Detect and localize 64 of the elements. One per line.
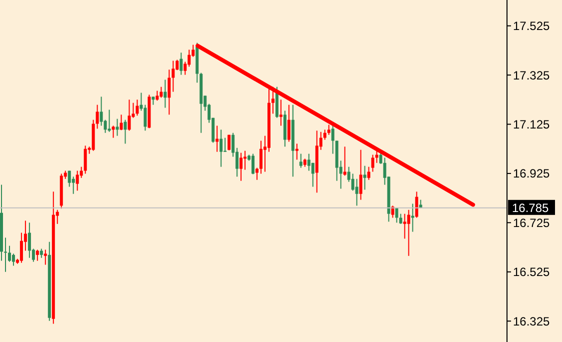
- candlestick: [188, 49, 191, 68]
- candlestick: [100, 96, 103, 126]
- candlestick: [391, 205, 394, 218]
- candlestick: [4, 237, 7, 272]
- y-tick-label: 16.925: [513, 166, 550, 181]
- candlestick: [120, 114, 123, 131]
- candlestick: [164, 79, 167, 108]
- candlestick: [295, 143, 298, 160]
- candlestick: [160, 86, 163, 98]
- candlestick: [156, 90, 159, 102]
- candlestick: [331, 124, 334, 154]
- candlestick: [240, 152, 243, 182]
- candlestick: [68, 170, 71, 188]
- candlestick: [96, 104, 99, 130]
- candlestick: [363, 165, 366, 190]
- y-tick-label: 17.525: [513, 19, 550, 34]
- candlestick: [252, 153, 255, 175]
- candlestick: [307, 153, 310, 172]
- candlestick: [124, 119, 127, 144]
- candlestick: [355, 178, 358, 206]
- candlestick: [84, 145, 87, 174]
- candlestick: [371, 154, 374, 172]
- candlestick: [259, 140, 262, 174]
- candlestick: [12, 253, 15, 266]
- candlestick: [228, 134, 231, 151]
- y-tick-label: 16.725: [513, 216, 550, 230]
- candlestick: [144, 104, 147, 132]
- candlestick: [311, 162, 314, 188]
- candlestick: [399, 213, 402, 224]
- candlestick: [40, 248, 43, 258]
- candlestick: [351, 173, 354, 192]
- y-tick-label: 17.125: [513, 118, 550, 132]
- candlestick: [20, 232, 23, 264]
- candlestick: [8, 245, 11, 262]
- y-tick-label: 16.325: [513, 314, 550, 328]
- candlestick: [367, 166, 370, 180]
- candlestick: [287, 104, 290, 142]
- candlestick: [128, 99, 131, 132]
- candlestick: [36, 249, 39, 262]
- candlestick: [136, 99, 139, 116]
- candlestick: [224, 137, 227, 152]
- candlestick: [172, 60, 175, 92]
- y-tick-label: 16.525: [513, 265, 550, 280]
- candlestick: [116, 118, 119, 136]
- candlestick: [343, 146, 346, 176]
- candlestick: [180, 52, 183, 76]
- candlestick: [299, 153, 302, 168]
- candlestick: [28, 222, 31, 258]
- candlestick: [108, 109, 111, 132]
- candlestick: [112, 125, 115, 138]
- candlestick: [76, 170, 79, 192]
- candlestick: [407, 209, 410, 256]
- ref-line-label: 16.785: [512, 200, 550, 215]
- candlestick: [403, 213, 406, 240]
- candlestick: [327, 124, 330, 136]
- candlestick: [415, 191, 418, 218]
- candlestick: [220, 129, 223, 168]
- candlestick: [279, 99, 282, 126]
- candlestick: [244, 150, 247, 170]
- candlestick: [323, 129, 326, 140]
- y-tick-label: 17.325: [513, 68, 550, 82]
- candlestick: [168, 69, 171, 116]
- candlestick: [359, 149, 362, 200]
- candlestick: [44, 249, 47, 266]
